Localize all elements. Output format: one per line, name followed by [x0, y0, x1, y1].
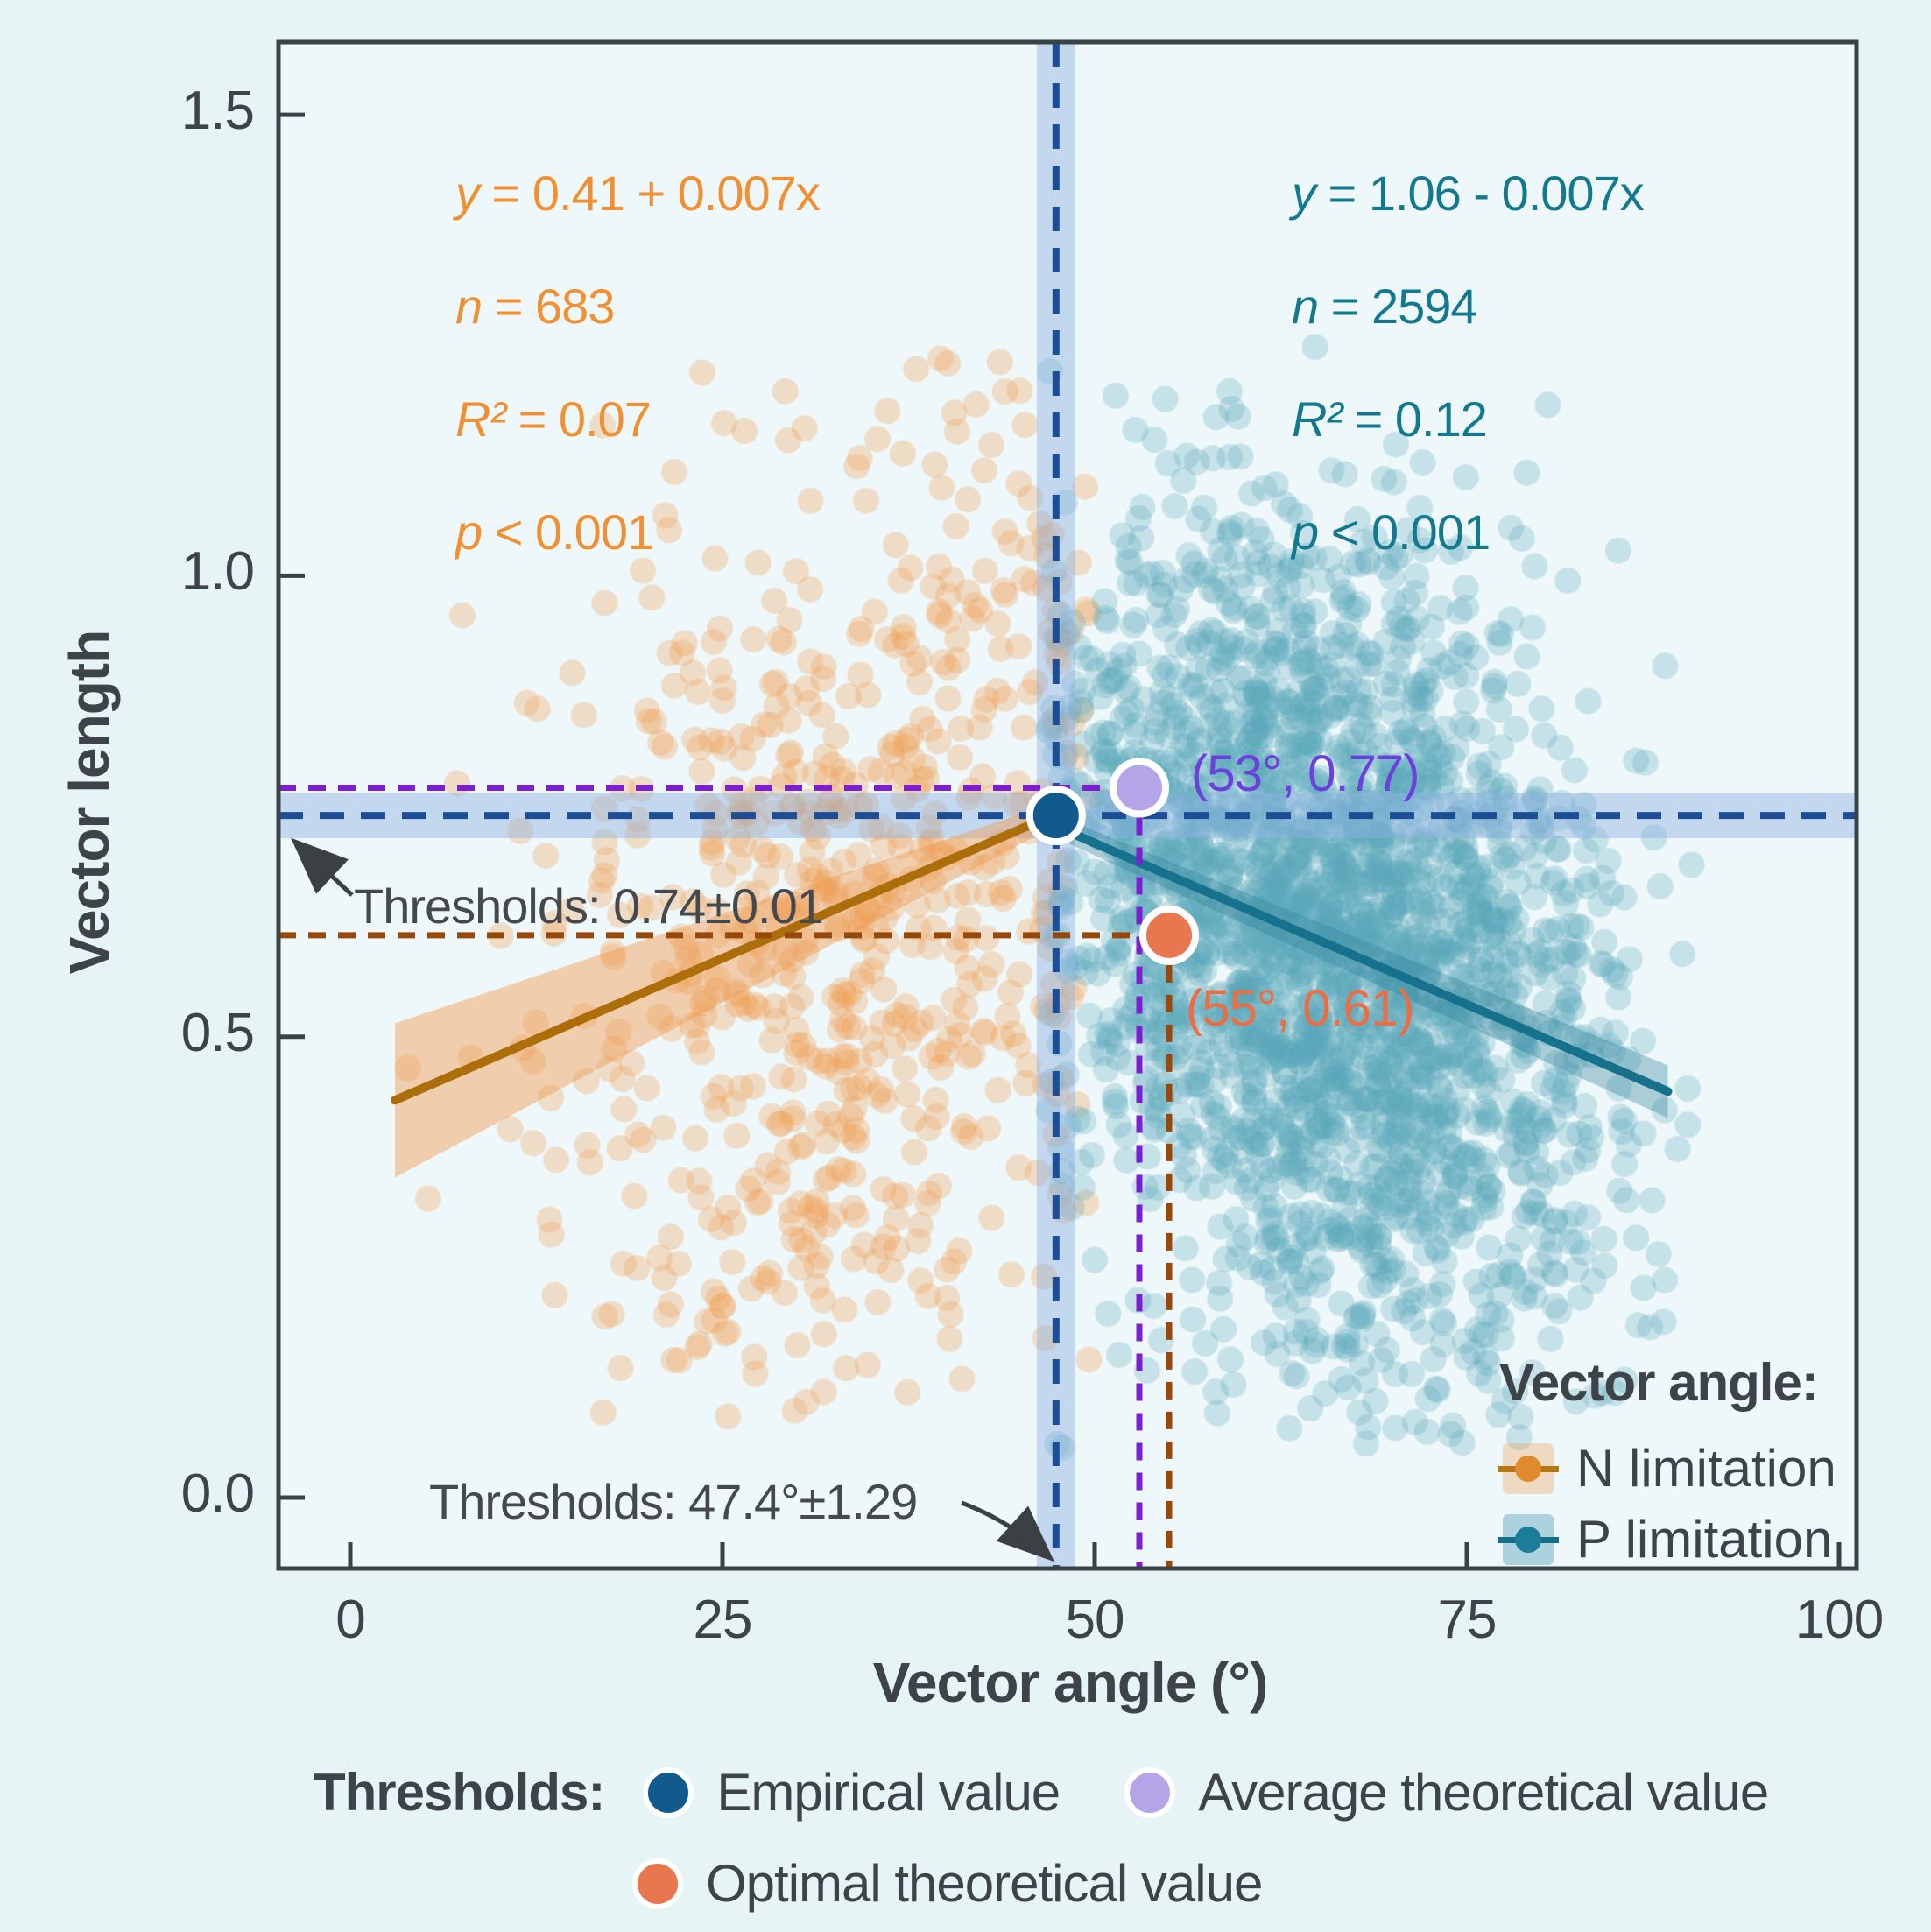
- n-swatch-dot-icon: [1515, 1455, 1541, 1482]
- empirical-dot-icon: [643, 1766, 694, 1818]
- stats-line: p < 0.001: [1292, 504, 1491, 560]
- legend-item-n-limitation: N limitation: [1498, 1438, 1836, 1498]
- legend-item-label: Optimal theoretical value: [706, 1854, 1263, 1913]
- legend-item-label: Empirical value: [716, 1763, 1061, 1822]
- stats-line: R² = 0.07: [455, 391, 652, 447]
- angle-threshold-annotation: Thresholds: 47.4°±1.29: [429, 1474, 918, 1529]
- stats-line: n = 683: [455, 279, 615, 334]
- n-limitation-stats: y = 0.41 + 0.007x n = 683 R² = 0.07 p < …: [455, 137, 821, 589]
- y-axis-title: Vector length: [58, 630, 121, 975]
- thresholds-legend-title: Thresholds:: [314, 1763, 605, 1822]
- x-tick-label: 100: [1794, 1590, 1884, 1650]
- legend-item-label: P limitation: [1576, 1510, 1833, 1569]
- plot-legend-title: Vector angle:: [1499, 1353, 1819, 1412]
- x-tick-label: 0: [335, 1590, 365, 1650]
- length-threshold-annotation: Thresholds: 0.74±0.01: [354, 878, 824, 934]
- legend-item-p-limitation: P limitation: [1498, 1509, 1833, 1569]
- y-tick-label: 0.5: [180, 1003, 255, 1063]
- stats-line: y = 0.41 + 0.007x: [455, 166, 821, 221]
- n-limitation-swatch: [1498, 1442, 1559, 1494]
- average-theoretical-dot-icon: [1124, 1766, 1176, 1818]
- x-axis-title: Vector angle (°): [872, 1651, 1269, 1714]
- stats-line: y = 1.06 - 0.007x: [1292, 166, 1645, 221]
- y-tick-label: 0.0: [180, 1463, 255, 1524]
- average-point-label: (53°, 0.77): [1191, 745, 1420, 802]
- stats-line: p < 0.001: [455, 504, 654, 560]
- stats-line: n = 2594: [1292, 279, 1478, 334]
- x-tick-label: 75: [1437, 1590, 1498, 1650]
- thresholds-legend-row-2: Optimal theoretical value: [632, 1853, 1263, 1914]
- optimal-point-label: (55°, 0.61): [1186, 980, 1414, 1037]
- y-tick-label: 1.0: [180, 541, 255, 602]
- y-tick-label: 1.5: [180, 81, 255, 141]
- p-limitation-stats: y = 1.06 - 0.007x n = 2594 R² = 0.12 p <…: [1292, 137, 1645, 589]
- thresholds-legend-row-1: Thresholds: Empirical value Average theo…: [314, 1762, 1769, 1823]
- legend-item-label: N limitation: [1576, 1439, 1836, 1498]
- optimal-theoretical-dot-icon: [632, 1858, 683, 1909]
- p-limitation-swatch: [1498, 1513, 1559, 1565]
- stats-line: R² = 0.12: [1292, 391, 1488, 447]
- x-tick-label: 25: [693, 1590, 753, 1650]
- legend-item-label: Average theoretical value: [1198, 1763, 1769, 1822]
- x-tick-label: 50: [1065, 1590, 1125, 1650]
- p-swatch-dot-icon: [1515, 1526, 1541, 1553]
